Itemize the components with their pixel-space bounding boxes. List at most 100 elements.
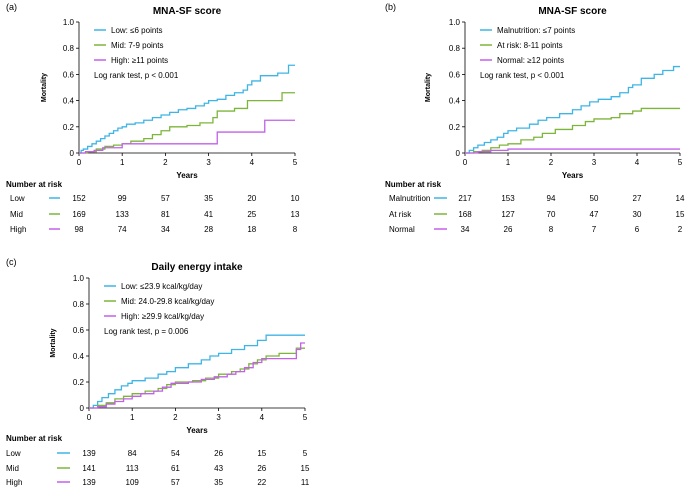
- risk-row-label: Malnutrition: [389, 194, 430, 203]
- x-tick-label: 4: [260, 413, 265, 422]
- y-tick-label: 0.2: [449, 123, 461, 132]
- risk-value: 20: [247, 194, 256, 203]
- km-curve-3: [465, 148, 680, 154]
- risk-value: 14: [676, 194, 685, 203]
- risk-value: 61: [171, 464, 180, 473]
- x-tick-label: 3: [206, 158, 211, 167]
- y-tick-label: 0.4: [63, 97, 75, 106]
- x-tick-label: 1: [120, 158, 125, 167]
- risk-value: 127: [501, 210, 515, 219]
- risk-value: 15: [676, 210, 685, 219]
- y-tick-label: 0: [456, 149, 461, 158]
- legend-label: Malnutrition: ≤7 points: [497, 26, 575, 35]
- risk-value: 141: [82, 464, 96, 473]
- risk-value: 169: [72, 210, 86, 219]
- risk-value: 10: [291, 194, 300, 203]
- risk-row-label: Mid: [10, 210, 23, 219]
- x-tick-label: 0: [463, 158, 468, 167]
- log-rank-annotation: Log rank test, p < 0.001: [480, 71, 565, 80]
- risk-value: 84: [128, 449, 137, 458]
- y-tick-label: 1.0: [63, 18, 75, 27]
- risk-value: 26: [257, 464, 266, 473]
- y-tick-label: 0.6: [63, 70, 75, 79]
- risk-value: 27: [633, 194, 642, 203]
- risk-value: 43: [214, 464, 223, 473]
- panel-label: (b): [385, 2, 396, 12]
- x-tick-label: 2: [163, 158, 168, 167]
- y-axis-label: Mortality: [425, 73, 432, 102]
- x-tick-label: 5: [303, 413, 308, 422]
- risk-value: 81: [161, 210, 170, 219]
- risk-table-heading: Number at risk: [6, 180, 63, 189]
- legend-label: High: ≥11 points: [111, 56, 168, 65]
- panel-c: (c) Daily energy intake 0 0.2 0.4 0.6 0.8 1.0 0 1…: [6, 257, 310, 487]
- x-tick-label: 1: [506, 158, 511, 167]
- x-axis-label: Years: [562, 171, 584, 180]
- risk-value: 152: [72, 194, 86, 203]
- panel-label: (a): [6, 2, 17, 12]
- risk-value: 57: [171, 478, 180, 487]
- km-curve-1: [79, 64, 295, 154]
- risk-value: 22: [257, 478, 266, 487]
- x-tick-label: 4: [250, 158, 255, 167]
- risk-row-label: High: [10, 225, 26, 234]
- risk-row-label: High: [6, 478, 22, 487]
- risk-table-heading: Number at risk: [385, 180, 442, 189]
- y-tick-label: 0: [80, 404, 85, 413]
- x-tick-label: 5: [293, 158, 298, 167]
- risk-table-heading: Number at risk: [6, 434, 63, 443]
- log-rank-annotation: Log rank test, p = 0.006: [104, 327, 189, 336]
- risk-value: 6: [635, 225, 640, 234]
- risk-value: 8: [549, 225, 554, 234]
- risk-value: 8: [293, 225, 298, 234]
- km-curve-1: [465, 65, 680, 154]
- risk-value: 113: [126, 464, 139, 473]
- risk-value: 94: [547, 194, 556, 203]
- risk-value: 139: [82, 449, 96, 458]
- km-curve-2: [89, 347, 305, 409]
- risk-value: 30: [633, 210, 642, 219]
- risk-value: 98: [75, 225, 84, 234]
- risk-value: 35: [214, 478, 223, 487]
- panel-label: (c): [6, 257, 17, 267]
- risk-value: 26: [214, 449, 223, 458]
- chart-title: Daily energy intake: [151, 262, 243, 273]
- legend-label: At risk: 8-11 points: [497, 41, 563, 50]
- legend-label: Low: ≤23.9 kcal/kg/day: [121, 282, 202, 291]
- x-tick-label: 0: [87, 413, 92, 422]
- y-tick-label: 0.2: [73, 378, 85, 387]
- x-axis-label: Years: [186, 426, 208, 435]
- risk-value: 99: [118, 194, 127, 203]
- y-tick-label: 0.2: [63, 123, 75, 132]
- x-tick-label: 3: [216, 413, 221, 422]
- km-curve-3: [89, 342, 305, 409]
- x-tick-label: 3: [592, 158, 597, 167]
- legend-label: High: ≥29.9 kcal/kg/day: [121, 312, 204, 321]
- legend-label: Normal: ≥12 points: [497, 56, 564, 65]
- risk-value: 47: [590, 210, 599, 219]
- risk-value: 15: [301, 464, 310, 473]
- x-axis-label: Years: [176, 171, 198, 180]
- legend-label: Low: ≤6 points: [111, 26, 163, 35]
- risk-value: 70: [547, 210, 556, 219]
- y-tick-label: 0: [70, 149, 75, 158]
- risk-value: 74: [118, 225, 127, 234]
- risk-value: 5: [303, 449, 308, 458]
- risk-value: 133: [116, 210, 130, 219]
- chart-title: MNA-SF score: [153, 6, 222, 17]
- risk-value: 26: [504, 225, 513, 234]
- risk-value: 54: [171, 449, 180, 458]
- km-curve-1: [89, 334, 305, 409]
- risk-value: 25: [247, 210, 256, 219]
- risk-value: 109: [126, 478, 140, 487]
- risk-value: 2: [678, 225, 683, 234]
- x-tick-label: 4: [635, 158, 640, 167]
- risk-row-label: Mid: [6, 464, 19, 473]
- risk-value: 217: [458, 194, 472, 203]
- risk-row-label: At risk: [389, 210, 412, 219]
- y-tick-label: 0.8: [73, 300, 85, 309]
- risk-row-label: Normal: [389, 225, 415, 234]
- y-tick-label: 0.6: [73, 326, 85, 335]
